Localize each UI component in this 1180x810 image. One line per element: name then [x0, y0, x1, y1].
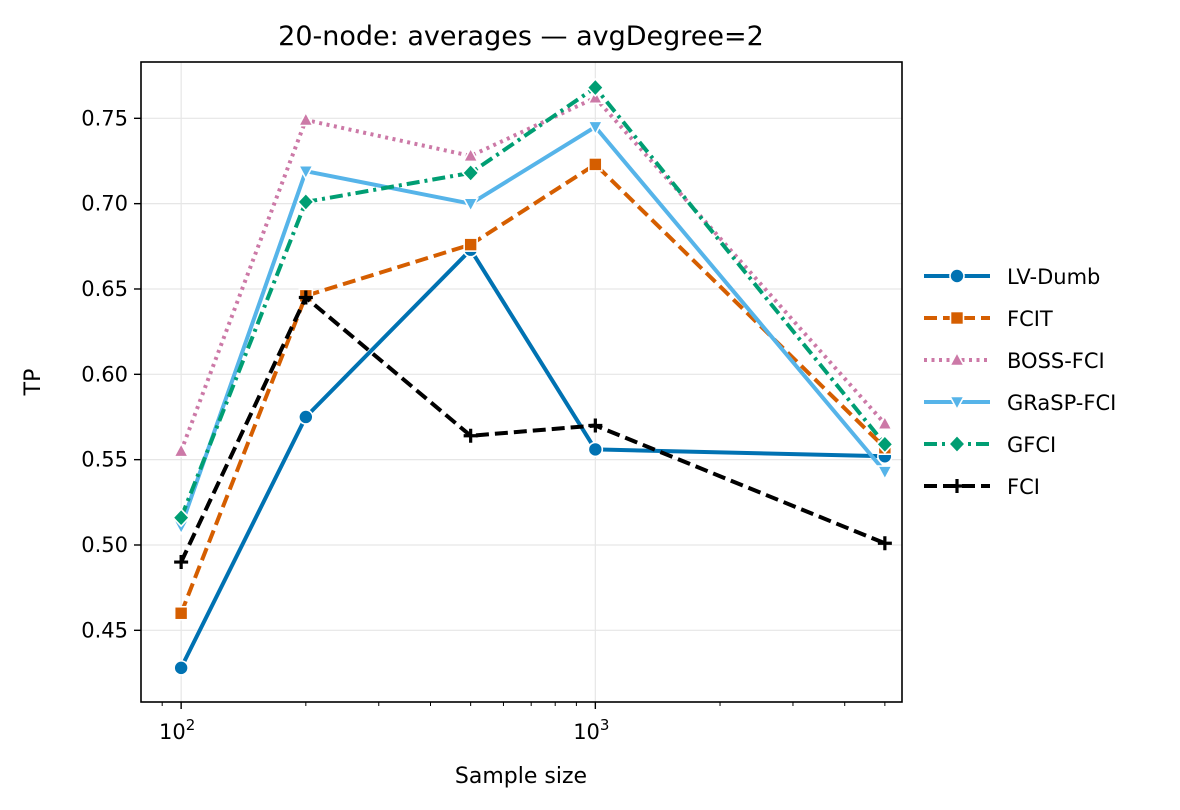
- data-point-gfci: [172, 508, 191, 528]
- legend-marker-grasp-fci: [948, 395, 966, 412]
- data-point-boss-fci: [172, 441, 190, 458]
- data-point-fcit: [173, 605, 189, 621]
- legend-label-grasp-fci: GRaSP-FCI: [1007, 391, 1116, 415]
- legend-marker-boss-fci: [948, 350, 966, 367]
- legend-marker-gfci: [947, 434, 967, 454]
- y-tick-label: 0.45: [81, 618, 128, 642]
- chart-title: 20-node: averages — avgDegree=2: [278, 21, 764, 52]
- y-tick-label: 0.50: [81, 533, 128, 557]
- data-point-gfci: [586, 77, 605, 98]
- data-point-gfci: [875, 434, 894, 454]
- legend-label-boss-fci: BOSS-FCI: [1007, 349, 1105, 373]
- data-point-fcit: [463, 237, 478, 252]
- data-point-fcit: [588, 157, 603, 172]
- data-point-fci: [298, 290, 313, 305]
- data-point-grasp-fci: [297, 164, 315, 181]
- data-point-lv-dumb: [173, 660, 189, 676]
- legend-entry-fci: FCI: [924, 475, 1040, 499]
- legend-entry-grasp-fci: GRaSP-FCI: [924, 391, 1116, 415]
- y-axis-label: TP: [21, 369, 46, 397]
- data-point-gfci: [461, 163, 480, 183]
- data-point-lv-dumb: [298, 409, 314, 425]
- legend-entry-gfci: GFCI: [924, 433, 1056, 457]
- data-point-boss-fci: [462, 146, 479, 163]
- y-tick-label: 0.70: [81, 192, 128, 216]
- legend-label-gfci: GFCI: [1007, 433, 1056, 457]
- data-point-fci: [588, 418, 603, 433]
- legend-marker-fci: [950, 479, 964, 493]
- y-tick-label: 0.65: [81, 277, 128, 301]
- y-tick-label: 0.60: [81, 362, 128, 386]
- series-line-fcit: [179, 162, 887, 615]
- y-tick-label: 0.55: [81, 448, 128, 472]
- data-point-fci: [174, 555, 189, 570]
- data-point-gfci: [296, 192, 315, 212]
- legend-marker-fcit: [949, 310, 965, 326]
- data-point-grasp-fci: [462, 197, 479, 213]
- legend-entry-fcit: FCIT: [924, 307, 1053, 331]
- series-fci: [174, 290, 892, 570]
- series-boss-fci: [172, 88, 894, 458]
- x-tick-label: 103: [573, 716, 609, 744]
- legend-entry-lv-dumb: LV-Dumb: [924, 265, 1100, 289]
- series-line-fci: [179, 295, 886, 563]
- x-axis-label: Sample size: [455, 764, 587, 789]
- x-tick-label: 102: [159, 716, 195, 744]
- plot-frame: [140, 61, 903, 703]
- legend: LV-Dumb FCIT BOSS-FCI GRaSP-FCI GFCI FCI: [924, 265, 1116, 499]
- grid-lines: [141, 62, 902, 702]
- series-gfci: [172, 77, 894, 528]
- data-point-boss-fci: [297, 110, 315, 127]
- data-point-fci: [877, 536, 892, 551]
- series-lv-dumb: [173, 241, 893, 676]
- data-point-fci: [463, 428, 478, 443]
- data-point-grasp-fci: [587, 120, 604, 137]
- axes: 0.45 0.50 0.55 0.60 0.65 0.70 0.75 102 103: [81, 106, 886, 744]
- series-line-boss-fci: [179, 95, 887, 452]
- series-fcit: [173, 157, 893, 621]
- legend-entry-boss-fci: BOSS-FCI: [924, 349, 1105, 373]
- data-point-grasp-fci: [876, 465, 894, 481]
- legend-label-fci: FCI: [1007, 475, 1040, 499]
- data-point-boss-fci: [876, 414, 894, 431]
- legend-label-fcit: FCIT: [1007, 307, 1053, 331]
- legend-label-lv-dumb: LV-Dumb: [1007, 265, 1100, 289]
- data-point-lv-dumb: [587, 441, 604, 458]
- y-tick-label: 0.75: [81, 106, 128, 130]
- series-line-grasp-fci: [179, 124, 887, 527]
- legend-marker-lv-dumb: [949, 268, 965, 284]
- series-layer: [172, 77, 894, 676]
